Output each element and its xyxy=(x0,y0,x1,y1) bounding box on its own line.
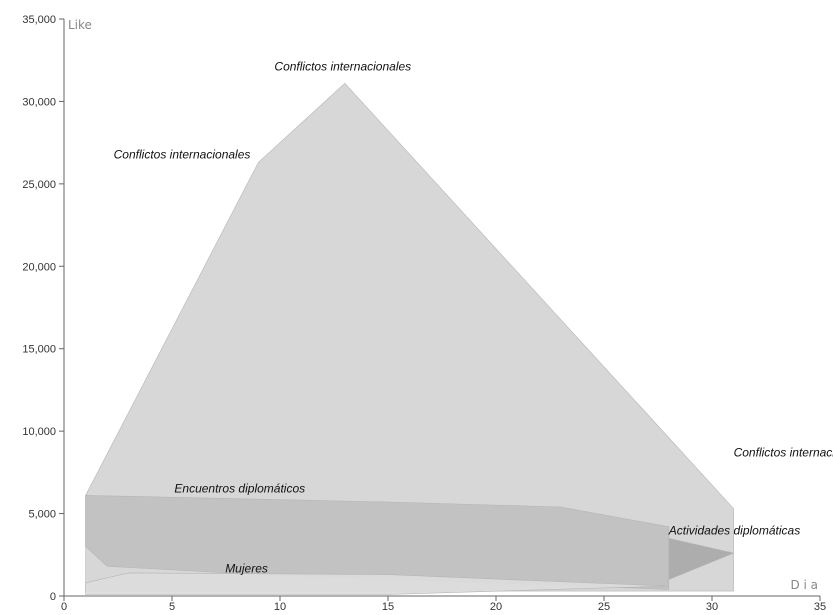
annotation-label: Conflictos internacionales xyxy=(114,147,251,161)
annotation-label: Conflictos internacionales xyxy=(734,445,833,459)
y-axis-title: Like xyxy=(68,18,92,32)
x-tick-label: 25 xyxy=(598,601,610,613)
y-tick-label: 5,000 xyxy=(28,509,56,521)
y-tick-label: 10,000 xyxy=(22,426,56,438)
y-tick-label: 30,000 xyxy=(22,96,56,108)
annotation-label: Encuentros diplomáticos xyxy=(174,481,305,495)
x-tick-label: 10 xyxy=(274,601,286,613)
x-tick-label: 20 xyxy=(490,601,502,613)
axes: 0 5,000 10,000 15,000 20,000 25,000 30,000 35,0… xyxy=(22,14,826,613)
x-axis-title: D i a xyxy=(790,578,818,592)
y-tick-label: 25,000 xyxy=(22,179,56,191)
x-tick-label: 30 xyxy=(706,601,718,613)
series-areas xyxy=(85,82,735,595)
x-tick-label: 0 xyxy=(61,601,67,613)
annotations: Conflictos internacionales Conflictos int… xyxy=(114,59,833,575)
x-tick-label: 5 xyxy=(169,601,175,613)
x-tick-label: 15 xyxy=(382,601,394,613)
annotation-label: Actividades diplomáticas xyxy=(668,523,800,537)
annotation-label: Mujeres xyxy=(225,562,268,576)
series-area-3 xyxy=(85,572,669,595)
y-tick-label: 0 xyxy=(50,591,56,603)
y-tick-label: 20,000 xyxy=(22,261,56,273)
annotation-label: Conflictos internacionales xyxy=(274,59,411,73)
y-tick-label: 35,000 xyxy=(22,14,56,26)
series-area-1 xyxy=(85,495,670,590)
y-tick-label: 15,000 xyxy=(22,344,56,356)
series-area-2 xyxy=(668,537,735,580)
x-tick-label: 35 xyxy=(814,601,826,613)
